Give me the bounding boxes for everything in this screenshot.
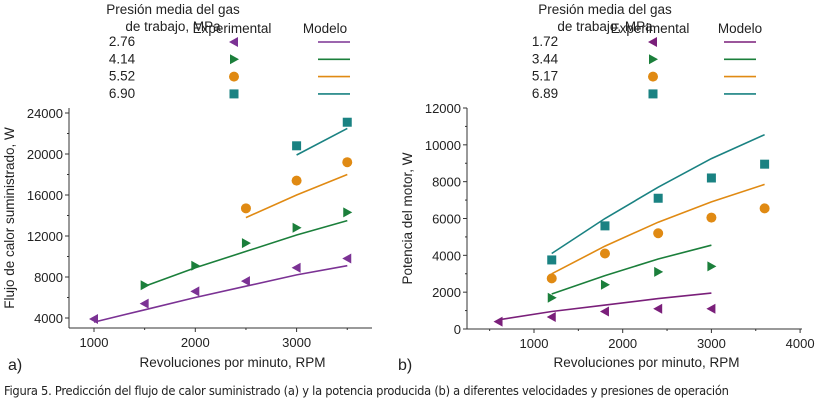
b-legend-marker-3.44 [649,54,658,65]
a-legend-pressure-value: 5.52 [109,69,135,84]
a-x-tick-label: 1000 [80,335,109,350]
b-x-axis-label: Revoluciones por minuto, RPM [553,355,739,370]
b-legend-model-header: Modelo [718,21,762,36]
figure-caption: Figura 5. Predicción del flujo de calor … [4,383,729,398]
b-experimental-point-1.72 [493,316,503,327]
a-legend-pressure-header: de trabajo, MPa [125,19,221,34]
a-experimental-point-5.52 [291,175,302,186]
a-x-tick-label: 3000 [282,335,311,350]
a-y-tick-label: 12000 [27,229,63,244]
b-legend-pressure-value: 1.72 [532,34,558,49]
b-experimental-point-5.17 [546,273,557,284]
a-x-axis-label: Revoluciones por minuto, RPM [139,355,325,370]
b-x-tick-label: 4000 [786,336,815,351]
b-experimental-point-6.89 [653,193,663,203]
a-experimental-point-2.76 [291,262,301,273]
a-legend-pressure-value: 6.90 [109,86,135,101]
b-y-tick-label: 8000 [432,175,461,190]
a-y-tick-label: 20000 [27,147,63,162]
a-legend-model-header: Modelo [303,21,347,36]
a-experimental-point-2.76 [139,298,149,309]
b-experimental-point-6.89 [547,255,557,265]
a-legend-pressure-value: 2.76 [109,34,135,49]
b-experimental-point-3.44 [707,261,717,272]
b-legend-marker-5.17 [648,71,658,82]
b-experimental-point-6.89 [706,173,716,183]
b-experimental-point-6.89 [760,159,770,169]
b-y-tick-label: 0 [454,322,461,337]
b-experimental-point-3.44 [547,292,557,303]
b-legend-pressure-value: 6.89 [532,86,558,101]
a-legend-experimental-header: Experimental [193,21,272,36]
b-legend-marker-6.89 [648,89,658,99]
b-panel-label: b) [398,357,412,374]
b-experimental-point-5.17 [653,228,664,239]
b-experimental-point-1.72 [706,303,716,314]
b-y-tick-label: 10000 [425,138,461,153]
b-experimental-point-1.72 [653,303,663,314]
b-legend-experimental-header: Experimental [611,21,690,36]
a-legend-marker-5.52 [229,71,239,82]
b-legend-pressure-header: de trabajo, MPa [557,19,653,34]
b-model-line-5.17 [551,183,765,275]
a-model-line-5.52 [245,173,348,219]
a-legend-marker-4.14 [230,54,239,65]
b-legend-pressure-header: Presión media del gas [538,2,672,17]
b-x-tick-label: 2000 [608,336,637,351]
b-experimental-point-3.44 [600,279,610,290]
a-legend-pressure-value: 4.14 [109,51,136,66]
a-model-line-4.14 [144,219,348,287]
a-legend-pressure-header: Presión media del gas [106,2,240,17]
b-experimental-point-1.72 [599,306,609,317]
a-model-line-6.90 [296,127,348,156]
a-experimental-point-2.76 [240,276,250,287]
a-y-tick-label: 4000 [34,311,63,326]
b-y-tick-label: 6000 [432,212,461,227]
b-experimental-point-5.17 [759,203,770,214]
a-experimental-point-2.76 [190,286,200,297]
b-x-tick-label: 3000 [697,336,726,351]
a-x-tick-label: 2000 [181,335,210,350]
b-model-line-3.44 [551,244,712,295]
b-experimental-point-1.72 [546,312,556,323]
a-experimental-point-5.52 [342,157,353,168]
b-y-tick-label: 4000 [432,248,461,263]
a-y-tick-label: 24000 [27,106,63,121]
a-experimental-point-4.14 [343,207,353,218]
b-legend-pressure-value: 3.44 [532,51,559,66]
a-experimental-point-6.90 [292,141,302,151]
a-experimental-point-4.14 [140,280,150,291]
b-y-tick-label: 2000 [432,285,461,300]
a-panel-label: a) [8,357,22,374]
a-legend-marker-6.90 [229,89,239,99]
a-legend-marker-2.76 [229,37,238,47]
b-y-tick-label: 12000 [425,101,461,116]
b-y-axis-label: Potencia del motor, W [400,152,415,284]
a-experimental-point-5.52 [240,203,251,214]
a-y-tick-label: 16000 [27,188,63,203]
b-model-line-1.72 [498,292,712,321]
b-experimental-point-5.17 [599,248,610,259]
a-experimental-point-4.14 [191,260,201,271]
b-experimental-point-5.17 [706,212,717,223]
b-legend-marker-1.72 [648,37,657,47]
a-experimental-point-6.90 [342,117,352,127]
a-experimental-point-4.14 [241,238,251,249]
b-experimental-point-6.89 [600,221,610,231]
b-model-line-6.89 [551,133,765,255]
a-y-tick-label: 8000 [34,270,63,285]
a-experimental-point-2.76 [89,314,98,325]
a-y-axis-label: Flujo de calor suministrado, W [2,127,17,309]
a-model-line-2.76 [93,264,348,323]
a-experimental-point-2.76 [342,253,352,264]
b-legend-pressure-value: 5.17 [532,69,558,84]
b-x-tick-label: 1000 [520,336,549,351]
b-experimental-point-3.44 [654,266,664,277]
a-experimental-point-4.14 [292,222,302,233]
